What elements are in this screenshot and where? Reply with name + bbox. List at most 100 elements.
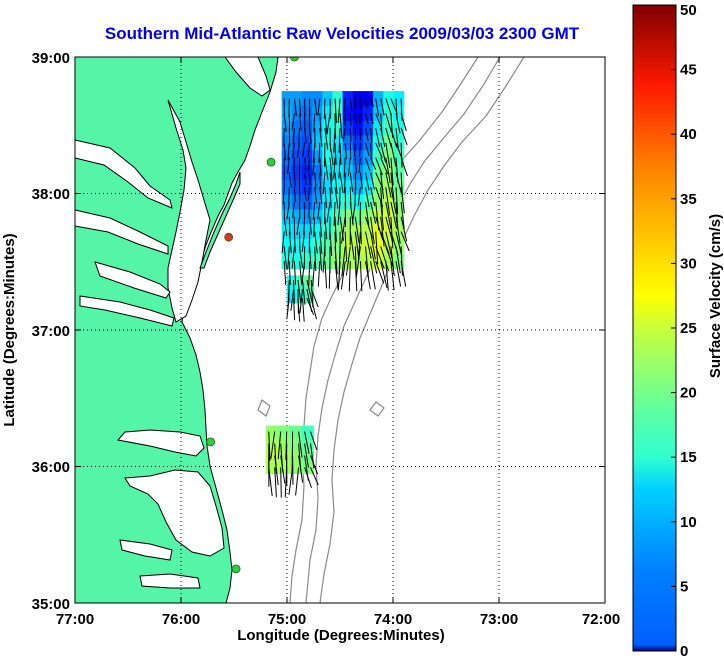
velocity-vector (319, 187, 323, 204)
velocity-cell (363, 253, 374, 270)
velocity-vector (370, 187, 376, 207)
velocity-cell (363, 209, 374, 225)
y-tick-label: 35:00 (32, 596, 70, 613)
velocity-vector (339, 172, 344, 193)
velocity-cell (312, 120, 323, 137)
velocity-vector (370, 142, 372, 160)
delaware-bay (224, 57, 271, 97)
colorbar-tick-label: 40 (680, 126, 697, 143)
velocity-vector (338, 128, 341, 153)
velocity-vector (308, 157, 311, 172)
velocity-cell (312, 150, 323, 166)
velocity-vector (370, 261, 376, 290)
velocity-cell (291, 194, 303, 210)
velocity-vector (292, 142, 295, 159)
velocity-cell (291, 120, 303, 137)
velocity-cell (352, 105, 364, 122)
velocity-vector (370, 113, 374, 125)
radar-stations (206, 57, 299, 574)
velocity-vector (313, 113, 316, 132)
velocity-cell (312, 253, 323, 270)
bay-tributary-1 (75, 139, 173, 209)
velocity-vector (329, 98, 331, 119)
velocity-vector (380, 98, 385, 116)
colorbar-tick-label: 0 (680, 643, 688, 659)
velocity-cell (373, 120, 384, 137)
velocity-cell (352, 150, 364, 166)
velocity-cell (332, 135, 344, 151)
velocity-vector (385, 172, 392, 198)
velocity-vector (380, 187, 383, 216)
velocity-cell (302, 253, 313, 270)
velocity-vector (390, 187, 397, 214)
velocity-vector (283, 142, 286, 161)
velocity-cell (383, 135, 395, 151)
velocity-vector (380, 127, 386, 148)
velocity-vector (314, 187, 318, 205)
velocity-cell (281, 135, 293, 151)
velocity-vector (370, 172, 375, 190)
velocity-cell (373, 209, 384, 225)
velocity-vector (293, 261, 297, 285)
velocity-vector (302, 298, 305, 322)
velocity-cell (383, 253, 395, 270)
velocity-cell (332, 239, 344, 255)
velocity-vector (293, 187, 296, 203)
velocity-vector (380, 246, 389, 272)
velocity-vector (380, 216, 385, 247)
velocity-vector (295, 467, 300, 496)
velocity-cell (302, 239, 313, 255)
albemarle-sound (117, 429, 205, 457)
velocity-vector (375, 157, 383, 176)
colorbar-tick-label: 45 (680, 62, 697, 79)
velocity-cell (281, 120, 293, 137)
velocity-vector (323, 98, 326, 119)
colorbar-tick-label: 15 (680, 449, 697, 466)
velocity-vector (342, 128, 346, 142)
velocity-cell (281, 253, 293, 270)
velocity-vector (375, 261, 385, 284)
velocity-vector (337, 201, 341, 226)
velocity-vector (312, 261, 316, 287)
velocity-cell (383, 120, 395, 137)
velocity-vector (334, 187, 339, 209)
velocity-cell (363, 91, 374, 107)
velocity-vector (385, 231, 393, 259)
velocity-vector (287, 142, 290, 161)
velocity-vector (317, 98, 321, 116)
velocity-vector (324, 128, 329, 150)
velocity-vector (344, 231, 348, 262)
velocity-cell (322, 135, 334, 151)
velocity-cell (393, 194, 405, 210)
velocity-vector (340, 261, 346, 290)
velocity-cell (281, 105, 293, 122)
velocity-vector (349, 172, 354, 192)
bathymetry-contours (257, 57, 525, 603)
velocity-vector (268, 467, 273, 497)
velocity-vector (288, 172, 292, 188)
velocity-vector (354, 261, 358, 292)
x-tick-label: 72:00 (582, 611, 620, 628)
velocity-vector (400, 157, 408, 177)
velocity-cell (393, 150, 405, 166)
velocity-vector (395, 246, 401, 274)
velocity-vector (380, 113, 383, 134)
velocity-cell (373, 224, 384, 240)
velocity-vector (365, 172, 370, 191)
velocity-vector (358, 157, 361, 174)
velocity-vector (307, 142, 311, 158)
velocity-vector (380, 201, 384, 231)
velocity-vector (400, 261, 407, 287)
velocity-cell (393, 135, 405, 151)
velocity-vector (310, 467, 319, 486)
velocity-vector (341, 216, 346, 244)
velocity-vector (349, 98, 353, 112)
velocity-vector (299, 113, 302, 131)
velocity-vector (380, 142, 387, 163)
velocity-vector (337, 98, 341, 123)
velocity-vector (385, 113, 392, 133)
velocity-cell (291, 91, 303, 107)
velocity-cell (373, 179, 384, 196)
velocity-vector (329, 142, 334, 166)
velocity-vector (390, 261, 395, 291)
